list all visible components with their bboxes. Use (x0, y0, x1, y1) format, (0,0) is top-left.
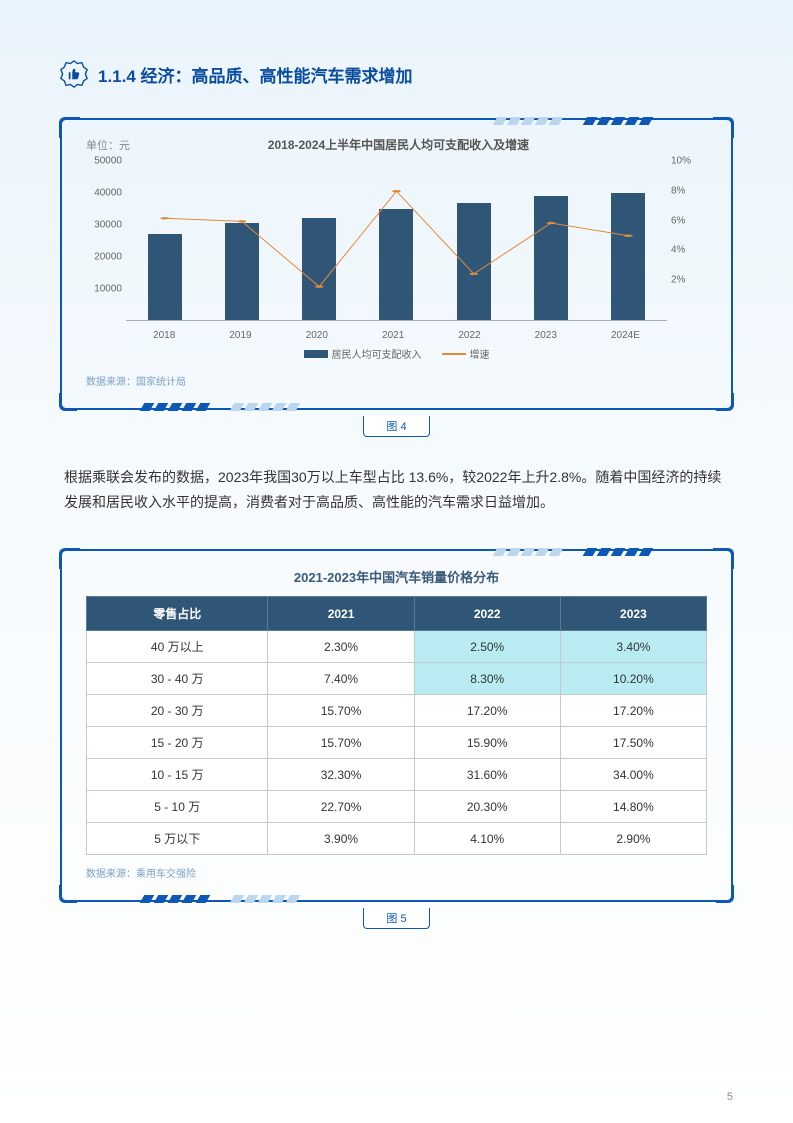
chart-unit-label: 单位：元 (86, 137, 130, 153)
figure-label-5: 图 5 (363, 908, 429, 929)
y-axis-left: 5000040000300002000010000 (86, 161, 126, 321)
chart-frame: 单位：元 2018-2024上半年中国居民人均可支配收入及增速 50000400… (60, 118, 733, 410)
table-source: 数据来源：乘用车交强险 (86, 865, 707, 880)
table-frame: 2021-2023年中国汽车销量价格分布 零售占比20212022202340 … (60, 549, 733, 902)
y-axis-right: 10%8%6%4%2%0% (667, 161, 707, 321)
chart-legend: 居民人均可支配收入 增速 (86, 346, 707, 361)
x-axis-labels: 2018201920202021202220232024E (126, 330, 667, 341)
chart-title: 2018-2024上半年中国居民人均可支配收入及增速 (150, 136, 707, 153)
heading-text: 1.1.4 经济：高品质、高性能汽车需求增加 (98, 62, 413, 87)
figure-label-4: 图 4 (363, 416, 429, 437)
combo-chart: 5000040000300002000010000 10%8%6%4%2%0% … (86, 161, 707, 361)
table-title: 2021-2023年中国汽车销量价格分布 (86, 567, 707, 586)
page-number: 5 (727, 1091, 733, 1103)
section-heading: 1.1.4 经济：高品质、高性能汽车需求增加 (60, 60, 733, 88)
body-paragraph: 根据乘联会发布的数据，2023年我国30万以上车型占比 13.6%，较2022年… (64, 465, 729, 515)
price-distribution-table: 零售占比20212022202340 万以上2.30%2.50%3.40%30 … (86, 596, 707, 855)
chart-source: 数据来源：国家统计局 (86, 373, 707, 388)
thumbs-up-badge-icon (60, 60, 88, 88)
